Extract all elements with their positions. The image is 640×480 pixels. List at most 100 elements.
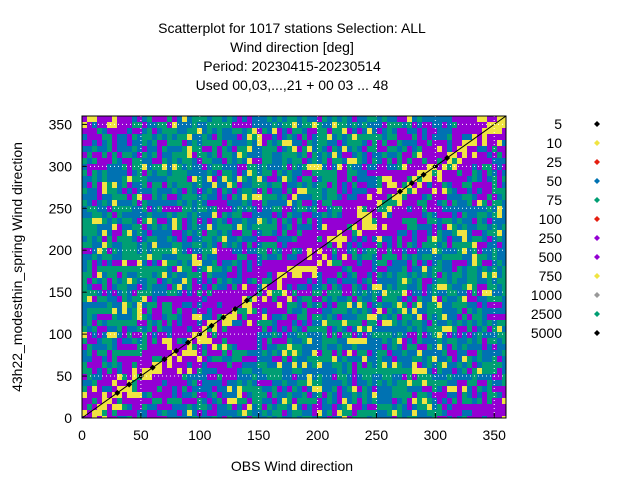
density-cell [212,302,218,309]
density-cell [407,200,413,207]
density-cell [327,242,333,249]
density-cell [332,380,338,387]
density-cell [252,260,258,267]
density-cell [212,278,218,285]
density-cell [492,290,498,297]
density-cell [482,248,488,255]
density-cell [462,140,468,147]
density-cell [202,134,208,141]
density-cell [242,170,248,177]
density-cell [132,296,138,303]
density-cell [122,200,128,207]
density-cell [382,212,388,219]
density-cell [402,320,408,327]
density-cell [477,140,483,147]
density-cell [372,284,378,291]
density-cell [497,242,503,249]
density-cell [392,152,398,159]
legend-marker [594,197,600,203]
density-cell [417,182,423,189]
density-cell [152,350,158,357]
density-cell [337,134,343,141]
density-cell [452,356,458,363]
density-cell [187,374,193,381]
density-cell [422,218,428,225]
density-cell [337,368,343,375]
density-cell [427,170,433,177]
density-cell [452,362,458,369]
density-cell [117,152,123,159]
density-cell [427,374,433,381]
density-cell [197,302,203,309]
density-cell [367,242,373,249]
density-cell [457,236,463,243]
density-cell [352,332,358,339]
density-cell [277,266,283,273]
density-cell [167,278,173,285]
density-cell [132,242,138,249]
density-cell [137,182,143,189]
density-cell [322,338,328,345]
density-cell [302,188,308,195]
density-cell [362,320,368,327]
density-cell [292,356,298,363]
density-cell [232,254,238,261]
density-cell [502,128,506,135]
density-cell [402,128,408,135]
density-cell [157,326,163,333]
density-cell [82,212,88,219]
legend-marker [594,292,600,298]
density-cell [92,116,98,123]
density-cell [287,224,293,231]
density-cell [262,272,268,279]
density-cell [417,200,423,207]
density-cell [192,188,198,195]
density-cell [457,392,463,399]
density-cell [387,116,393,123]
density-cell [127,236,133,243]
density-cell [242,242,248,249]
density-cell [427,230,433,237]
density-cell [122,176,128,183]
density-cell [82,284,88,291]
density-cell [237,362,243,369]
density-cell [157,356,163,363]
density-cell [312,128,318,135]
density-cell [352,260,358,267]
density-cell [92,290,98,297]
density-cell [357,188,363,195]
density-cell [247,272,253,279]
density-cell [92,338,98,345]
density-cell [132,122,138,129]
density-cell [272,122,278,129]
density-cell [317,146,323,153]
density-cell [417,188,423,195]
density-cell [192,200,198,207]
density-cell [422,152,428,159]
density-cell [277,200,283,207]
density-cell [172,188,178,195]
density-cell [462,284,468,291]
density-cell [82,332,88,339]
density-cell [362,272,368,279]
density-cell [107,278,113,285]
density-cell [207,308,213,315]
density-cell [182,200,188,207]
density-cell [262,206,268,213]
density-cell [197,212,203,219]
density-cell [152,416,158,418]
density-cell [152,236,158,243]
density-cell [222,146,228,153]
density-cell [152,410,158,417]
density-cell [352,230,358,237]
density-cell [377,356,383,363]
density-cell [407,164,413,171]
density-cell [442,332,448,339]
density-cell [477,410,483,417]
density-cell [92,302,98,309]
density-cell [312,374,318,381]
density-cell [432,290,438,297]
density-cell [182,338,188,345]
density-cell [97,218,103,225]
density-cell [302,164,308,171]
